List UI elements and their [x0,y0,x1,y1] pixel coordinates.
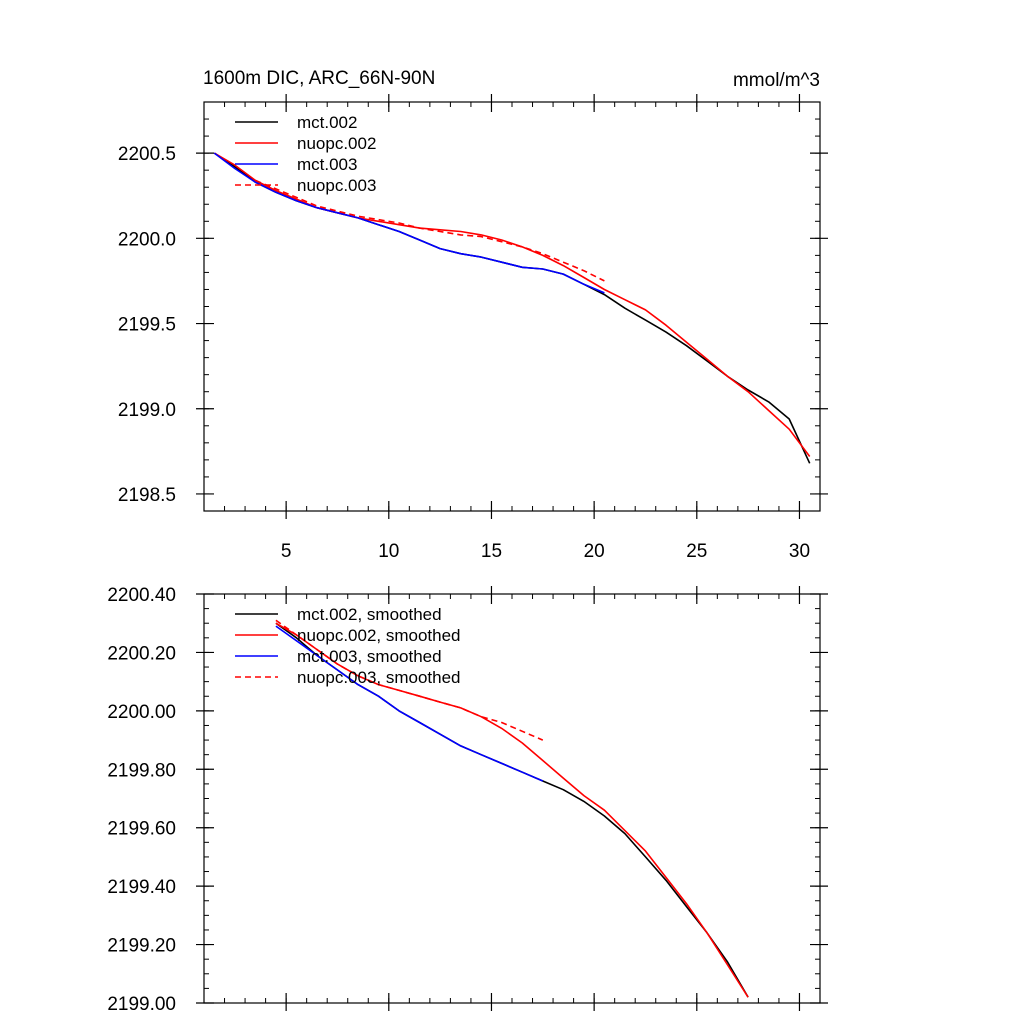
bottom-legend-label: mct.002, smoothed [297,605,442,624]
top-legend-label: mct.003 [297,155,357,174]
top-legend-label: nuopc.002 [297,134,376,153]
bottom-y-tick-label: 2200.40 [107,585,176,606]
top-y-tick-label: 2198.5 [118,485,176,506]
top-x-tick-label: 30 [789,541,810,562]
bottom-y-tick-label: 2199.60 [107,819,176,840]
top-y-tick-label: 2200.5 [118,144,176,165]
top-chart-units-label: mmol/m^3 [733,70,820,91]
top-x-tick-label: 20 [584,541,605,562]
top-chart-plot-area: 5 10 15 20 25 30 2198.5 2199.0 2199.5 2200.0 2200.… [118,94,828,562]
top-series-line-3 [213,152,605,294]
top-chart-title: 1600m DIC, ARC_66N-90N [203,68,435,89]
top-y-tick-label: 2199.5 [118,315,176,336]
top-chart-legend: mct.002 nuopc.002 mct.003 nuopc.003 [235,113,376,195]
top-legend-label: nuopc.003 [297,176,376,195]
top-x-tick-label: 10 [378,541,399,562]
bottom-chart-plot-area: 2199.00 2199.20 2199.40 2199.60 2199.80 2200.… [107,585,828,1015]
top-x-tick-label: 5 [281,541,292,562]
top-series-line-4 [254,179,605,282]
bottom-series-line-4 [275,619,544,741]
bottom-legend-label: nuopc.002, smoothed [297,626,461,645]
bottom-y-tick-label: 2199.80 [107,760,176,781]
top-legend-label: mct.002 [297,113,357,132]
bottom-legend-label: mct.003, smoothed [297,647,442,666]
bottom-y-tick-label: 2200.20 [107,643,176,664]
top-x-tick-label: 15 [481,541,502,562]
bottom-y-tick-label: 2200.00 [107,702,176,723]
bottom-y-tick-label: 2199.00 [107,994,176,1015]
top-y-tick-label: 2200.0 [118,229,176,250]
top-y-tick-label: 2199.0 [118,400,176,421]
bottom-legend-label: nuopc.003, smoothed [297,668,461,687]
bottom-y-tick-label: 2199.40 [107,877,176,898]
bottom-chart-legend: mct.002, smoothed nuopc.002, smoothed mct.… [235,605,461,687]
bottom-series-line-3 [275,625,544,782]
top-series-line-2 [213,152,811,457]
bottom-y-tick-label: 2199.20 [107,936,176,957]
top-x-tick-label: 25 [686,541,707,562]
